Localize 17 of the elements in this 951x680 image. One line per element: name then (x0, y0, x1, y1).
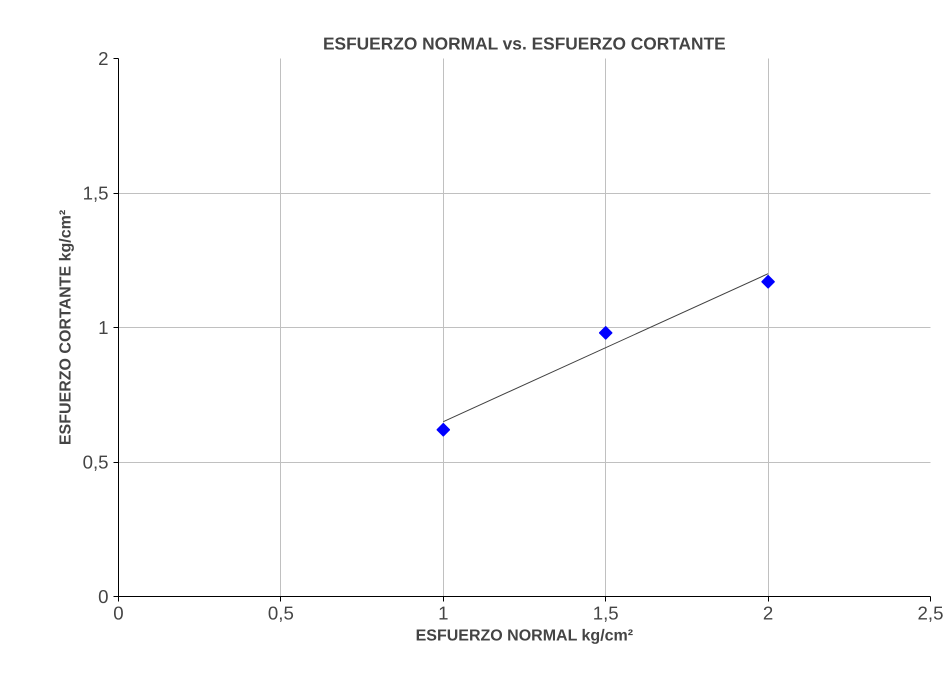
x-tick-label: 1,5 (592, 602, 619, 624)
x-tick-label: 1 (438, 602, 449, 624)
chart-title: ESFUERZO NORMAL vs. ESFUERZO CORTANTE (322, 34, 726, 54)
y-tick-label: 0,5 (82, 452, 109, 472)
x-tick-label: 2,5 (918, 602, 944, 624)
x-tick-label: 0,5 (268, 602, 294, 624)
x-tick-label: 0 (113, 602, 124, 624)
point (761, 274, 775, 289)
y-tick-label: 2 (98, 48, 109, 69)
point (598, 326, 613, 340)
x-axis-title: ESFUERZO NORMAL kg/cm² (416, 628, 634, 644)
point (436, 422, 450, 437)
y-axis-title: ESFUERZO CORTANTE kg/cm² (58, 210, 75, 446)
x-tick-label: 2 (762, 602, 774, 624)
y-tick-label: 1 (98, 317, 109, 338)
y-tick-label: 0 (98, 586, 109, 607)
y-tick-label: 1,5 (82, 182, 109, 204)
